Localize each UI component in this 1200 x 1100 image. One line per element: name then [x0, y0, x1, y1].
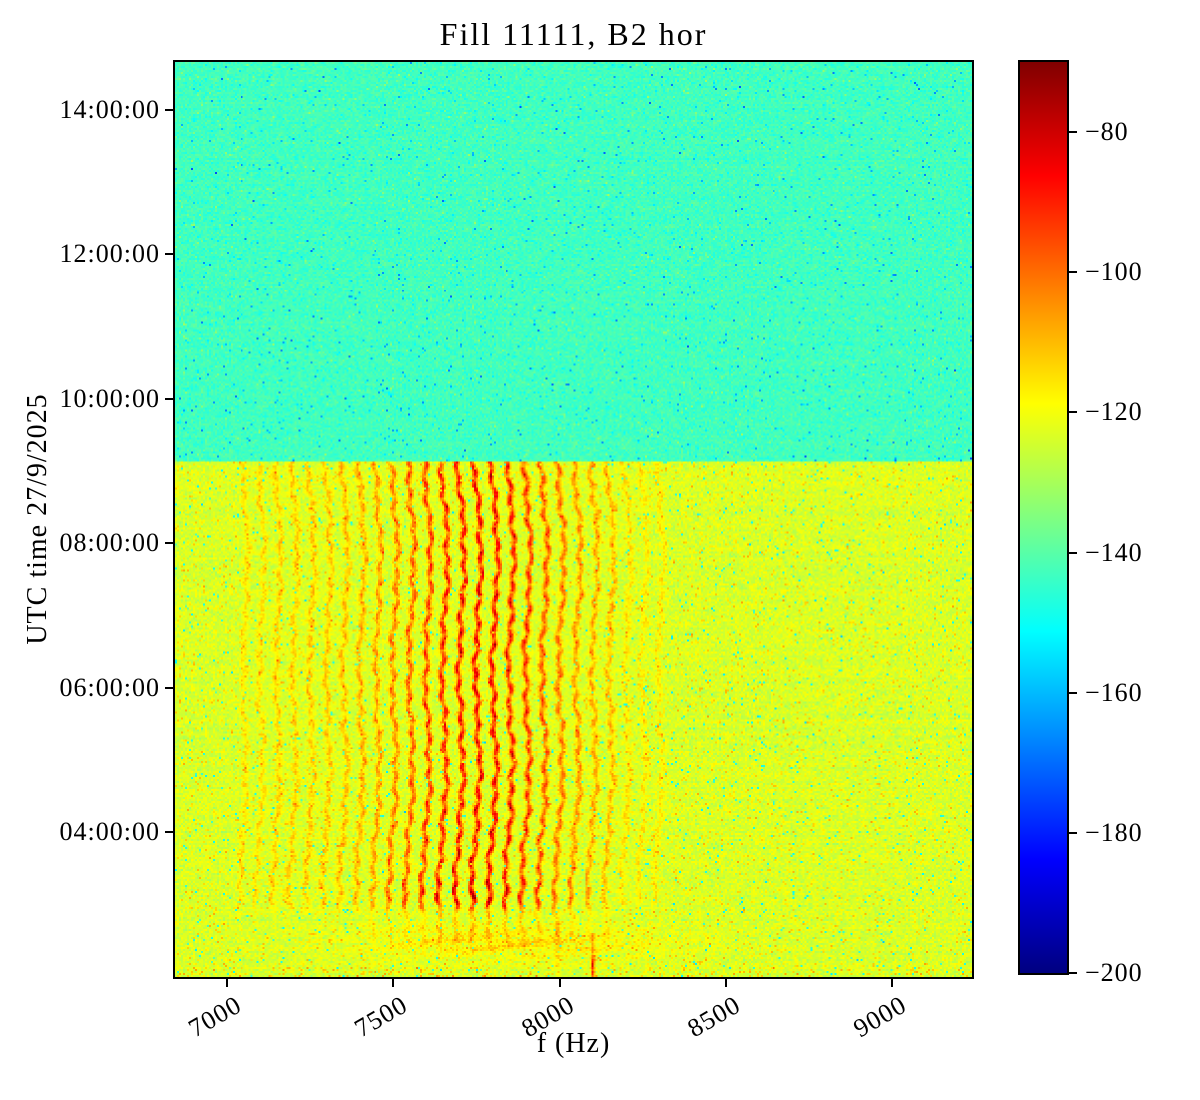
colorbar-tick-mark — [1069, 972, 1077, 974]
x-tick-mark — [226, 979, 229, 987]
colorbar-tick-mark — [1069, 131, 1077, 134]
colorbar-tick-label: −80 — [1085, 117, 1129, 147]
spectrogram-heatmap-canvas — [175, 62, 972, 977]
x-tick-mark — [392, 979, 395, 987]
x-tick-mark — [724, 979, 727, 987]
y-axis-label: UTC time 27/9/2025 — [22, 393, 53, 645]
x-axis-label: f (Hz) — [536, 1028, 611, 1059]
colorbar-tick-label: −160 — [1085, 677, 1143, 707]
colorbar-tick-label: −100 — [1085, 257, 1143, 287]
colorbar-tick-label: −140 — [1085, 537, 1143, 567]
y-tick-label: 06:00:00 — [59, 672, 160, 702]
x-tick-mark — [890, 979, 893, 987]
y-tick-mark — [165, 686, 173, 689]
plot-title: Fill 11111, B2 hor — [439, 16, 708, 52]
heatmap-plot — [173, 60, 974, 979]
colorbar-tick-mark — [1069, 271, 1077, 274]
colorbar-tick-mark — [1069, 411, 1077, 414]
y-tick-label: 14:00:00 — [59, 95, 160, 124]
y-tick-label: 10:00:00 — [59, 383, 160, 413]
colorbar-tick-label: −120 — [1085, 397, 1143, 427]
y-tick-mark — [165, 253, 173, 256]
y-tick-mark — [165, 397, 173, 400]
y-tick-mark — [165, 109, 173, 111]
y-tick-label: 04:00:00 — [59, 817, 160, 847]
colorbar-tick-mark — [1069, 551, 1077, 554]
colorbar — [1018, 60, 1069, 975]
x-tick-mark — [558, 979, 561, 987]
colorbar-tick-label: −180 — [1085, 817, 1143, 847]
y-tick-mark — [165, 542, 173, 545]
colorbar-tick-label: −200 — [1085, 958, 1143, 987]
colorbar-tick-mark — [1069, 691, 1077, 694]
y-tick-label: 08:00:00 — [59, 528, 160, 558]
colorbar-tick-mark — [1069, 831, 1077, 834]
y-tick-label: 12:00:00 — [59, 239, 160, 269]
y-tick-mark — [165, 831, 173, 834]
